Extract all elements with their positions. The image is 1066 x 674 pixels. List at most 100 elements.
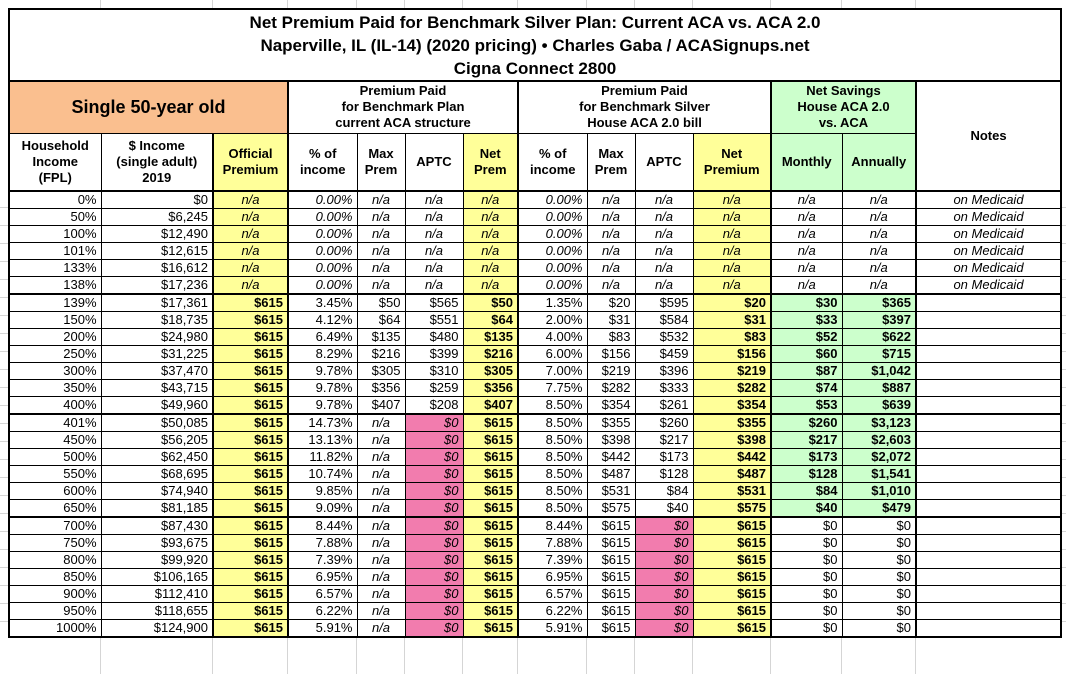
cell-h_aptc: $459 (634, 345, 694, 363)
gridline-tick (586, 0, 587, 8)
title-line-3: Cigna Connect 2800 (453, 58, 617, 78)
cell-income: $12,490 (100, 225, 214, 243)
cell-h_pct: 0.00% (517, 190, 588, 209)
gridline-tick (212, 0, 213, 8)
cell-a_net: n/a (462, 242, 519, 260)
table-row: 800% $99,920 $615 7.39% n/a $0 $615 7.39% $615 $0… (8, 551, 1062, 569)
cell-a_aptc: $0 (404, 602, 464, 620)
cell-income: $87,430 (100, 516, 214, 535)
cell-a_net: $615 (462, 448, 519, 466)
cell-h_pct: 5.91% (517, 619, 588, 638)
cell-h_aptc: $261 (634, 396, 694, 415)
gridline-tick (212, 638, 213, 674)
cell-h_aptc: $217 (634, 431, 694, 449)
cell-h_aptc: $173 (634, 448, 694, 466)
cell-income: $93,675 (100, 534, 214, 552)
cell-h_pct: 7.75% (517, 379, 588, 397)
cell-official: n/a (212, 208, 289, 226)
cell-s_yr: $0 (841, 551, 917, 569)
cell-h_net: $282 (692, 379, 772, 397)
cell-s_mo: $52 (770, 328, 843, 346)
cell-s_yr: $2,603 (841, 431, 917, 449)
table-row: 1000% $124,900 $615 5.91% n/a $0 $615 5.91% $615… (8, 619, 1062, 638)
group-net-savings: Net Savings House ACA 2.0 vs. ACA (770, 80, 917, 134)
cell-h_pct: 6.57% (517, 585, 588, 603)
cell-income: $106,165 (100, 568, 214, 586)
cell-h_max: $615 (586, 568, 636, 586)
cell-h_max: $398 (586, 431, 636, 449)
cell-note (914, 293, 1062, 312)
cell-a_pct: 9.09% (287, 499, 358, 518)
table-row: 550% $68,695 $615 10.74% n/a $0 $615 8.50% $487 $… (8, 465, 1062, 483)
cell-h_aptc: $396 (634, 362, 694, 380)
cell-a_net: n/a (462, 259, 519, 277)
cell-a_max: n/a (356, 482, 406, 500)
cell-h_pct: 7.88% (517, 534, 588, 552)
cell-a_max: n/a (356, 448, 406, 466)
cell-income: $37,470 (100, 362, 214, 380)
cell-h_pct: 0.00% (517, 225, 588, 243)
cell-a_aptc: n/a (404, 259, 464, 277)
cell-fpl: 50% (8, 208, 102, 226)
cell-note (914, 568, 1062, 586)
cell-h_pct: 6.00% (517, 345, 588, 363)
cell-fpl: 850% (8, 568, 102, 586)
cell-a_pct: 9.78% (287, 396, 358, 415)
cell-h_net: $531 (692, 482, 772, 500)
cell-a_max: n/a (356, 568, 406, 586)
cell-income: $12,615 (100, 242, 214, 260)
cell-a_max: $64 (356, 311, 406, 329)
group-current-aca: Premium Paid for Benchmark Plan current … (287, 80, 519, 134)
cell-a_net: $615 (462, 482, 519, 500)
cell-s_yr: $639 (841, 396, 917, 415)
cell-fpl: 600% (8, 482, 102, 500)
title-line-1: Net Premium Paid for Benchmark Silver Pl… (249, 12, 821, 32)
cell-a_net: $615 (462, 551, 519, 569)
cell-h_aptc: $532 (634, 328, 694, 346)
cell-s_mo: $60 (770, 345, 843, 363)
cell-s_mo: $260 (770, 413, 843, 432)
gridline-tick (462, 0, 463, 8)
cell-a_max: n/a (356, 276, 406, 295)
cell-h_net: $219 (692, 362, 772, 380)
cell-official: $615 (212, 465, 289, 483)
table-row: 750% $93,675 $615 7.88% n/a $0 $615 7.88% $615 $0… (8, 534, 1062, 552)
cell-official: $615 (212, 619, 289, 638)
table-row: 850% $106,165 $615 6.95% n/a $0 $615 6.95% $615 $… (8, 568, 1062, 586)
gridline-tick (841, 0, 842, 8)
cell-a_aptc: $259 (404, 379, 464, 397)
cell-a_aptc: $399 (404, 345, 464, 363)
cell-h_aptc: $84 (634, 482, 694, 500)
table-row: 133% $16,612 n/a 0.00% n/a n/a n/a 0.00% n/a n/a n… (8, 259, 1062, 277)
cell-income: $56,205 (100, 431, 214, 449)
cell-note (914, 413, 1062, 432)
cell-h_aptc: $0 (634, 551, 694, 569)
cell-fpl: 500% (8, 448, 102, 466)
cell-official: $615 (212, 516, 289, 535)
cell-a_net: n/a (462, 190, 519, 209)
column-header-row: Household Income (FPL) $ Income (single … (8, 132, 1061, 192)
cell-s_mo: $0 (770, 619, 843, 638)
cell-fpl: 100% (8, 225, 102, 243)
cell-s_yr: $0 (841, 534, 917, 552)
cell-a_pct: 8.44% (287, 516, 358, 535)
cell-fpl: 750% (8, 534, 102, 552)
cell-s_mo: n/a (770, 208, 843, 226)
cell-a_max: n/a (356, 602, 406, 620)
cell-s_mo: n/a (770, 190, 843, 209)
cell-a_aptc: n/a (404, 190, 464, 209)
cell-h_max: n/a (586, 190, 636, 209)
cell-fpl: 138% (8, 276, 102, 295)
gridline-tick (404, 0, 405, 8)
cell-h_max: $355 (586, 413, 636, 432)
cell-s_yr: n/a (841, 190, 917, 209)
cell-note (914, 465, 1062, 483)
cell-h_aptc: n/a (634, 259, 694, 277)
cell-s_mo: $173 (770, 448, 843, 466)
cell-h_aptc: $0 (634, 534, 694, 552)
cell-a_net: $407 (462, 396, 519, 415)
table-row: 101% $12,615 n/a 0.00% n/a n/a n/a 0.00% n/a n/a n… (8, 242, 1062, 260)
cell-a_max: $407 (356, 396, 406, 415)
cell-official: $615 (212, 602, 289, 620)
cell-a_pct: 0.00% (287, 225, 358, 243)
